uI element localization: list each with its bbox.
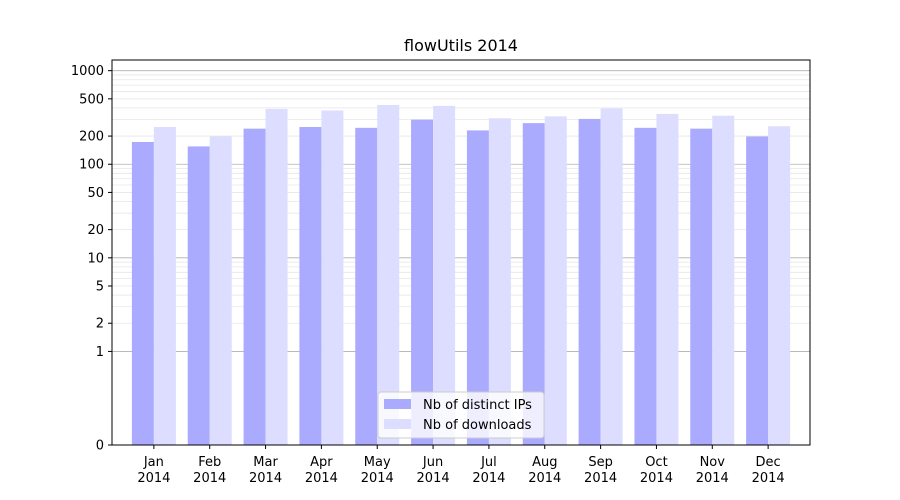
x-tick-label: Nov 2014 (696, 455, 729, 486)
y-tick-label: 0 (96, 439, 104, 454)
bar-downloads (656, 113, 679, 446)
legend-swatch (384, 419, 411, 429)
bar-downloads (433, 105, 456, 445)
y-tick-label: 2 (96, 317, 104, 332)
y-tick-label: 200 (79, 130, 104, 145)
x-tick-label: May 2014 (361, 455, 394, 486)
bar-distinct-ips (411, 119, 434, 446)
legend-label: Nb of distinct IPs (423, 398, 532, 413)
y-tick-label: 10 (87, 251, 104, 266)
legend-box (377, 391, 545, 439)
x-tick-label: Oct 2014 (640, 455, 673, 486)
bar-distinct-ips (187, 146, 210, 446)
y-tick-label: 5 (96, 280, 104, 295)
bars (131, 104, 791, 446)
bar-distinct-ips (746, 136, 769, 445)
bar-downloads (153, 127, 176, 445)
bar-distinct-ips (578, 118, 601, 445)
bar-downloads (321, 110, 344, 446)
bar-downloads (712, 115, 735, 445)
bar-downloads (544, 116, 567, 445)
bar-downloads (265, 108, 288, 446)
bar-downloads (377, 104, 400, 445)
bar-downloads (209, 136, 232, 445)
x-tick-label: Sep 2014 (584, 455, 617, 486)
y-tick-label: 500 (79, 92, 104, 107)
bar-downloads (488, 118, 511, 445)
x-tick-label: Jul 2014 (472, 455, 505, 486)
y-tick-label: 100 (79, 158, 104, 173)
bar-downloads (768, 126, 791, 445)
y-tick-label: 20 (87, 223, 104, 238)
chart-title: flowUtils 2014 (404, 36, 518, 55)
x-tick-label: Dec 2014 (752, 455, 785, 486)
x-tick-label: Jan 2014 (137, 455, 170, 486)
axes: 0 1 2 5 10 20 50 100 200 500 1000 Jan 2014 Feb 2014 Mar… (71, 64, 785, 486)
bar-downloads (600, 108, 623, 446)
bar-distinct-ips (634, 127, 657, 445)
bar-distinct-ips (243, 128, 266, 445)
legend-label: Nb of downloads (423, 418, 532, 433)
legend: Nb of distinct IPs Nb of downloads (377, 391, 545, 439)
y-tick-label: 1 (96, 345, 104, 360)
bar-distinct-ips (131, 141, 154, 445)
y-tick-label: 50 (87, 186, 104, 201)
bar-distinct-ips (522, 123, 545, 446)
y-tick-label: 1000 (71, 64, 104, 79)
bar-distinct-ips (466, 130, 489, 446)
x-tick-label: Jun 2014 (417, 455, 450, 486)
x-tick-label: Aug 2014 (528, 455, 561, 486)
plot-frame (111, 59, 811, 446)
x-tick-label: Feb 2014 (193, 455, 226, 486)
x-tick-label: Apr 2014 (305, 455, 338, 486)
bar-distinct-ips (690, 128, 713, 445)
bar-distinct-ips (355, 127, 378, 445)
x-tick-label: Mar 2014 (249, 455, 282, 486)
bar-distinct-ips (299, 127, 322, 445)
legend-swatch (384, 399, 411, 409)
